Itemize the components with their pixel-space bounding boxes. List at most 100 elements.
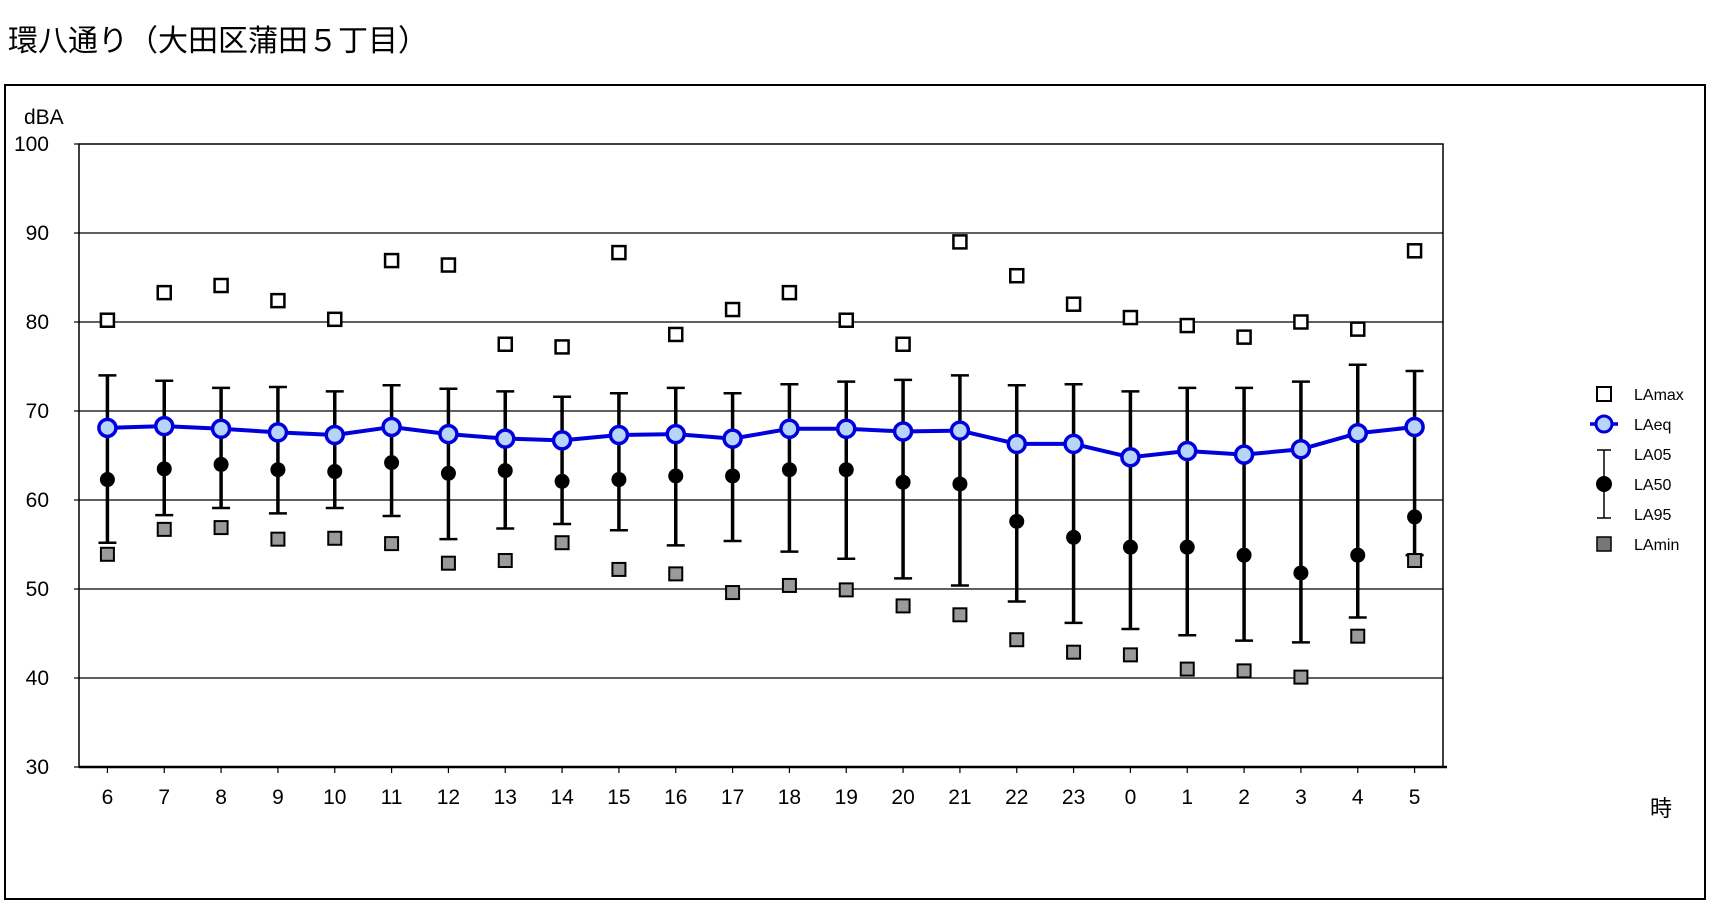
la50-point: [895, 474, 911, 490]
x-tick-label: 19: [835, 786, 858, 809]
la50-point: [1122, 539, 1138, 555]
la50-point: [725, 468, 741, 484]
la50-point: [1009, 513, 1025, 529]
x-tick-label: 1: [1181, 786, 1193, 809]
y-tick-label: 100: [14, 133, 49, 156]
lamax-point: [952, 234, 968, 250]
lamax-point: [668, 326, 684, 343]
x-tick-label: 21: [948, 786, 971, 809]
la50-point: [327, 464, 343, 480]
lamax-point: [611, 244, 627, 261]
lamax-point: [1236, 329, 1252, 345]
la50-point: [440, 465, 456, 481]
y-tick-label: 70: [26, 400, 49, 423]
x-tick-label: 16: [664, 786, 687, 809]
lamin-point: [781, 577, 797, 593]
legend-lamin-marker: [1596, 536, 1612, 552]
legend-la05-label: LA05: [1634, 447, 1671, 464]
laeq-point: [495, 428, 516, 449]
y-tick-label: 50: [26, 578, 49, 601]
laeq-point: [1006, 433, 1027, 455]
x-tick-label: 8: [215, 786, 227, 809]
la50-point: [384, 455, 400, 471]
laeq-point: [1063, 433, 1084, 455]
laeq-point: [1233, 444, 1255, 465]
lamin-point: [497, 553, 513, 569]
x-tick-label: 15: [607, 786, 630, 809]
laeq-point: [97, 417, 118, 439]
lamax-point: [440, 257, 457, 273]
la50-point: [156, 461, 172, 477]
chart-frame: 30 40 50 60 70 80 90 100 dBA 時 6 7 8 9 10 11 12 13 14 15 16 1…: [4, 84, 1706, 900]
la50-point: [1350, 547, 1366, 563]
lamax-point: [724, 301, 741, 318]
y-tick-label: 60: [26, 489, 49, 512]
x-tick-label: 11: [381, 786, 403, 809]
y-tick-label: 80: [26, 311, 49, 334]
laeq-point: [438, 423, 459, 445]
la50-point: [270, 462, 286, 478]
legend-laeq-label: LAeq: [1634, 417, 1671, 434]
x-tick-label: 3: [1295, 786, 1307, 809]
lamin-point: [1293, 669, 1309, 685]
x-tick-label: 7: [158, 786, 170, 809]
y-axis-label: dBA: [24, 106, 64, 129]
lamin-point: [213, 520, 229, 536]
laeq-point: [381, 416, 402, 438]
x-tick-label: 20: [891, 786, 914, 809]
legend-lamax-marker: [1596, 386, 1612, 402]
lamin-point: [1179, 661, 1195, 677]
laeq-point: [551, 430, 573, 451]
y-tick-label: 90: [26, 222, 49, 245]
la50-point: [952, 476, 968, 492]
lamax-point: [1122, 309, 1139, 326]
lamin-point: [611, 561, 627, 577]
la50-point: [1066, 529, 1082, 545]
laeq-point: [892, 421, 914, 442]
laeq-point: [722, 428, 743, 449]
laeq-point: [1290, 439, 1312, 460]
la50-point: [213, 456, 229, 472]
lamax-point: [1009, 267, 1025, 284]
la50-point: [554, 473, 570, 489]
lamin-point: [99, 546, 115, 562]
lamin-point: [554, 535, 570, 551]
laeq-point: [210, 418, 232, 440]
x-tick-label: 4: [1352, 786, 1364, 809]
x-tick-label: 17: [721, 786, 744, 809]
laeq-point: [324, 424, 345, 446]
lamax-point: [1293, 314, 1309, 330]
la50-point: [668, 468, 684, 484]
la50-point: [1236, 547, 1252, 563]
x-axis-label: 時: [1650, 796, 1672, 821]
lamin-point: [952, 607, 968, 623]
lamax-point: [838, 312, 854, 328]
legend-laeq-marker: [1594, 414, 1614, 434]
lamax-point: [554, 339, 570, 355]
legend-lamax-label: LAmax: [1634, 387, 1684, 404]
laeq-point: [1177, 440, 1198, 462]
laeq-point: [1120, 447, 1141, 468]
la50-point: [838, 462, 854, 478]
la50-point: [497, 463, 513, 479]
lamax-point: [1179, 317, 1195, 334]
laeq-line: [107, 424, 1415, 460]
x-tick-label: 9: [272, 786, 284, 809]
la50-point: [1293, 565, 1309, 581]
laeq-point: [154, 415, 175, 437]
lamin-point: [384, 536, 400, 552]
la50-point: [1407, 509, 1423, 525]
x-tick-label: 6: [102, 786, 114, 809]
legend-la50-marker: [1596, 476, 1612, 492]
x-tick-label: 0: [1125, 786, 1137, 809]
lamax-point: [99, 312, 116, 328]
lamin-point: [1122, 647, 1138, 663]
x-tick-label: 23: [1062, 786, 1085, 809]
laeq-point: [1347, 423, 1368, 444]
laeq-point: [665, 423, 686, 445]
x-tick-label: 13: [494, 786, 517, 809]
legend-la50-label: LA50: [1634, 477, 1671, 494]
legend-lamin-label: LAmin: [1634, 537, 1679, 554]
la50-point: [781, 462, 797, 478]
